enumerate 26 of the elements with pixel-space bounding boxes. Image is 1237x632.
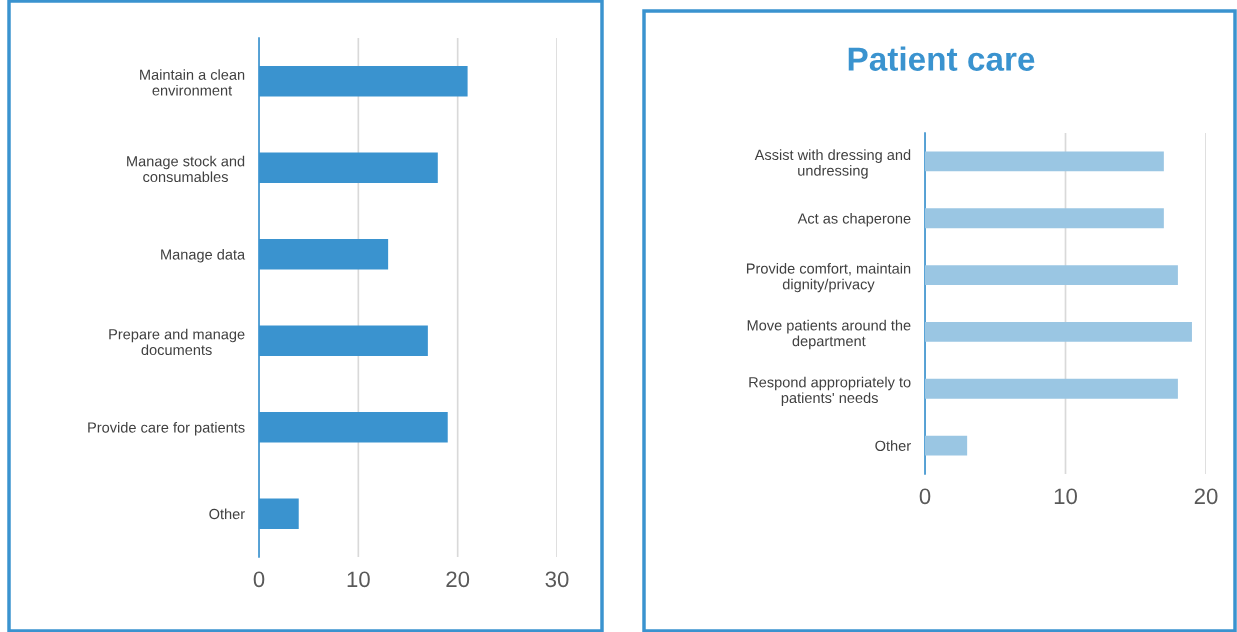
y-tick-label: Other	[875, 440, 911, 452]
y-tick-label: Manage stock and consumables	[127, 155, 245, 183]
y-tick-label: Prepare and manage documents	[109, 328, 245, 356]
y-tick-label: Provide comfort, maintain dignity/privacy	[746, 263, 911, 293]
y-tick-label: Act as chaperone	[797, 212, 911, 227]
y-tick-label: Maintain a clean environment	[140, 69, 245, 96]
x-tick-label: 20	[446, 571, 470, 588]
x-tick-label: 10	[1054, 488, 1077, 505]
y-tick-label: Assist with dressing and undressing	[754, 149, 911, 179]
x-tick-label: 0	[919, 488, 931, 505]
y-tick-label: Respond appropriately to patients' needs	[749, 376, 911, 406]
y-tick-label: Manage data	[161, 248, 246, 263]
x-tick-label: 10	[347, 571, 370, 588]
bar	[925, 378, 1178, 399]
x-tick-label: 0	[253, 571, 265, 588]
chart-title: Patient care	[848, 46, 1035, 71]
x-tick-label: 30	[545, 571, 569, 588]
bar	[925, 151, 1164, 172]
bar	[925, 321, 1192, 342]
y-tick-label: Move patients around the department	[747, 319, 911, 350]
y-tick-label: Other	[209, 508, 245, 520]
bar	[925, 265, 1178, 286]
x-tick-label: 20	[1194, 488, 1218, 505]
y-tick-label: Provide care for patients	[88, 421, 245, 436]
bar	[925, 208, 1164, 229]
bar	[925, 435, 968, 456]
